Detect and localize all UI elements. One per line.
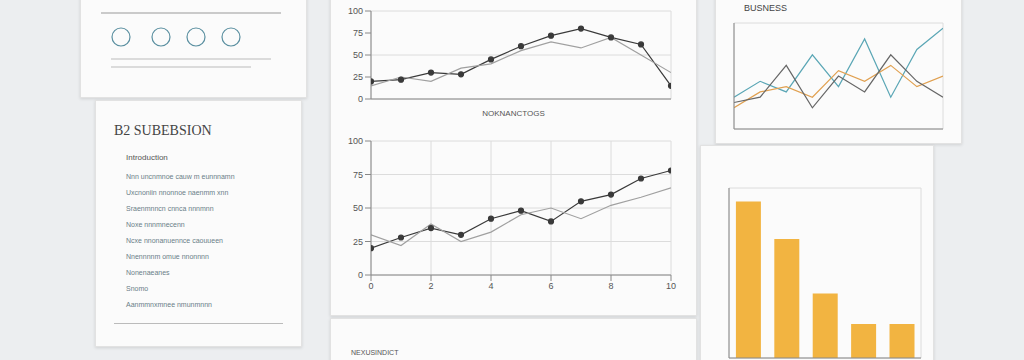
svg-text:25: 25	[353, 72, 363, 82]
svg-text:6: 6	[548, 281, 553, 291]
svg-text:8: 8	[608, 281, 613, 291]
svg-text:50: 50	[353, 50, 363, 60]
svg-text:50: 50	[353, 203, 363, 213]
svg-text:75: 75	[353, 170, 363, 180]
html-text:Snomo: Snomo	[126, 285, 149, 292]
html-text:NOKNANCTOGS: NOKNANCTOGS	[482, 109, 545, 118]
svg-text:100: 100	[348, 136, 363, 146]
svg-text:0: 0	[368, 281, 373, 291]
svg-text:25: 25	[353, 237, 363, 247]
svg-text:4: 4	[488, 281, 493, 291]
html-text:Nonenaeanes: Nonenaeanes	[126, 269, 170, 276]
svg-text:2: 2	[428, 281, 433, 291]
svg-text:10: 10	[666, 281, 676, 291]
svg-text:0: 0	[358, 270, 363, 280]
html-text:Uxcnoniin nnonnoe naenmm xnn: Uxcnoniin nnonnoe naenmm xnn	[126, 189, 229, 196]
html-text:Aanmmnxmnee nmunmnnn: Aanmmnxmnee nmunmnnn	[126, 301, 212, 308]
html-text:Introduction: Introduction	[126, 153, 168, 162]
html-text:Sraenmnncn cnnca nnnmnn: Sraenmnncn cnnca nnnmnn	[126, 205, 214, 212]
html-text:Nnennnnm omue nnonnnn: Nnennnnm omue nnonnnn	[126, 253, 209, 260]
html-text:B2 SUBEBSION: B2 SUBEBSION	[114, 123, 212, 138]
html-text:Ncxe nnonanuennce caouueen: Ncxe nnonanuennce caouueen	[126, 237, 223, 244]
svg-text:100: 100	[348, 6, 363, 16]
html-text:BUSNESS: BUSNESS	[744, 3, 787, 13]
html-text:Nnn uncnmnoe cauw m eunnnamn: Nnn uncnmnoe cauw m eunnnamn	[126, 173, 235, 180]
html-text:Noxe nnnmnecenn: Noxe nnnmnecenn	[126, 221, 185, 228]
html-text:NEXUSINDICT: NEXUSINDICT	[351, 349, 399, 356]
svg-text:0: 0	[358, 94, 363, 104]
svg-text:75: 75	[353, 28, 363, 38]
